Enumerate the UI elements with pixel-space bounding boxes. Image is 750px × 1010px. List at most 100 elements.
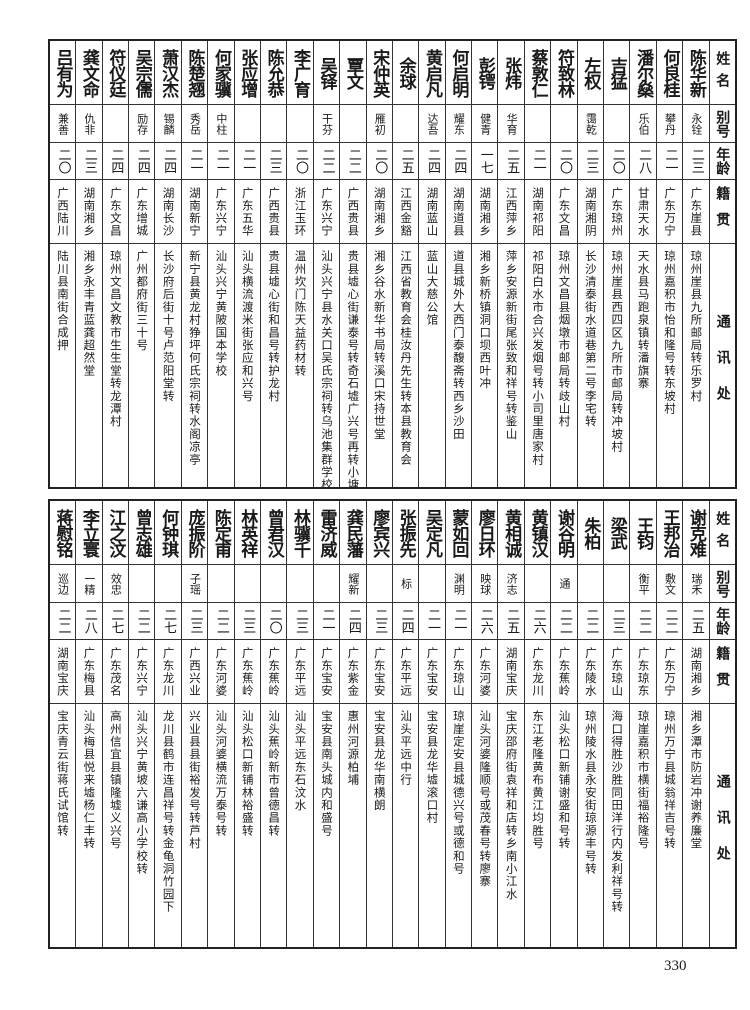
address-cell: 汕头松口新铺林裕盛转	[235, 704, 260, 947]
age-text: 二一	[425, 608, 440, 634]
age-cell: 一七	[472, 143, 498, 180]
name-cell: 左权	[577, 41, 604, 105]
origin-cell: 浙江玉环	[287, 180, 313, 244]
age-text: 二三	[293, 608, 309, 634]
name-text: 龚民藩	[342, 508, 363, 557]
address-text: 琼州万宁县城翁祥吉号转	[663, 710, 678, 850]
origin-cell: 广西贵县	[260, 180, 287, 244]
origin-text: 湖南湘阴	[583, 186, 598, 237]
person-column: 陈允恭 二三 广西贵县 贵县墟心街和昌号转护龙村	[259, 41, 287, 487]
origin-cell: 湖南道县	[445, 180, 472, 244]
alias-cell	[260, 565, 287, 603]
alias-text: 兼善	[56, 112, 70, 135]
name-text: 吴定凡	[422, 508, 442, 557]
origin-text: 广东平远	[399, 646, 414, 697]
age-text: 一七	[477, 148, 493, 174]
person-column: 吴定凡 二一 广东宝安 宝安县龙华墟滚口村	[418, 501, 445, 947]
name-cell: 林英祥	[234, 501, 260, 565]
age-text: 二六	[477, 608, 493, 634]
origin-cell: 广东蕉岭	[234, 640, 260, 704]
address-text: 蓝山大慈公馆	[425, 250, 440, 327]
name-text: 吕有为	[52, 48, 73, 97]
alias-text: 巡边	[56, 572, 70, 595]
name-text: 王钧	[633, 516, 654, 549]
address-cell: 琼州文昌文教市生生堂转龙潭村	[103, 244, 128, 487]
header-column: 姓名 别号 年龄 籍贯 通讯处	[708, 501, 735, 947]
address-text: 琼崖嘉积市横街福裕隆号	[636, 710, 651, 850]
header-column: 姓名 别号 年龄 籍贯 通讯处	[708, 41, 735, 487]
person-column: 雷济威 二一 广东宝安 宝安县南头城内和盛号	[312, 501, 340, 947]
age-cell: 二二	[313, 143, 340, 180]
person-column: 陈华新 永铨 二三 广东崖县 琼州崖县九所邮局转乐罗村	[682, 41, 709, 487]
header-name-text: 姓名	[714, 510, 731, 555]
age-cell: 二八	[630, 143, 656, 180]
address-text: 宝安县南头城内和盛号	[319, 710, 334, 837]
address-text: 陆川县南街合成押	[56, 250, 71, 352]
alias-cell: 霭乾	[577, 105, 604, 143]
origin-text: 广东紫金	[346, 646, 361, 697]
address-cell: 宝安县南头城内和盛号	[314, 704, 339, 947]
origin-cell: 广东梅县	[76, 640, 102, 704]
origin-cell: 广东崖县	[683, 180, 709, 244]
alias-cell	[551, 105, 577, 143]
origin-cell: 广东蕉岭	[551, 640, 577, 704]
name-text: 雷济威	[316, 508, 337, 557]
address-text: 贵县墟心街和昌号转护龙村	[267, 250, 282, 403]
age-cell: 二〇	[49, 143, 76, 180]
age-cell: 二二	[49, 603, 76, 640]
origin-text: 广东增城	[135, 186, 150, 237]
alias-cell: 华育	[498, 105, 524, 143]
origin-text: 广东蕉岭	[240, 646, 255, 697]
address-text: 长沙府后街十号卢范阳堂转	[161, 250, 176, 403]
header-address-text: 通讯处	[714, 774, 731, 882]
address-cell: 龙川县鹤市连昌祥号转金龟洞竹园下	[155, 704, 180, 947]
origin-cell: 广东琼山	[445, 640, 472, 704]
origin-text: 广东河婆	[214, 646, 229, 697]
header-address-cell: 通讯处	[710, 704, 735, 947]
age-cell: 二三	[260, 143, 287, 180]
name-text: 李广育	[290, 48, 311, 97]
address-cell: 贵县墟心街和昌号转护龙村	[261, 244, 286, 487]
origin-text: 广西陆川	[56, 186, 71, 237]
name-text: 吴铎	[316, 56, 337, 89]
header-origin-cell: 籍贯	[709, 180, 735, 244]
origin-text: 广东文昌	[557, 186, 572, 237]
address-text: 汕头松口新铺谢盛和号转	[557, 710, 572, 850]
origin-cell: 广东龙川	[155, 640, 181, 704]
alias-text: 攀丹	[663, 112, 677, 135]
person-column: 何启明 耀东 二四 湖南道县 道县城外大西门泰馥斋转西乡沙田	[444, 41, 472, 487]
name-cell: 廖宾兴	[366, 501, 392, 565]
origin-cell: 广东万宁	[656, 640, 683, 704]
origin-text: 广西贵县	[346, 186, 361, 237]
alias-cell	[604, 105, 630, 143]
origin-text: 广东宝安	[425, 646, 440, 697]
age-cell: 二八	[76, 603, 102, 640]
address-cell: 汕头平远中行	[393, 704, 418, 947]
origin-text: 广东河婆	[478, 646, 493, 697]
age-text: 二三	[583, 148, 599, 174]
address-text: 湘乡谷水新华书局转溪口宋持世堂	[372, 250, 387, 441]
name-text: 谢谷明	[553, 508, 574, 557]
origin-text: 广西贵县	[267, 186, 282, 237]
address-text: 道县城外大西门泰馥斋转西乡沙田	[451, 250, 466, 441]
person-column: 彭锷 健青 一七 湖南湘乡 湘乡新桥镇洞口坝西叶冲	[471, 41, 498, 487]
alias-cell	[392, 105, 419, 143]
age-text: 二〇	[609, 148, 625, 174]
age-text: 二二	[556, 608, 572, 634]
name-text: 张应增	[237, 48, 258, 97]
origin-text: 湖南湘乡	[478, 186, 493, 237]
name-cell: 陈华新	[683, 41, 709, 105]
alias-cell	[287, 565, 313, 603]
alias-cell	[419, 565, 445, 603]
alias-cell: 瑞禾	[683, 565, 709, 603]
age-text: 二〇	[372, 148, 388, 174]
age-text: 二六	[530, 608, 546, 634]
address-cell: 汕头兴宁黄陂国本学校	[208, 244, 233, 487]
age-text: 二一	[451, 608, 467, 634]
origin-cell: 湖南宝庆	[498, 640, 524, 704]
name-text: 梁武	[606, 516, 627, 549]
address-text: 汕头河婆隆顺号或茂春号转廖寨	[478, 710, 493, 888]
origin-text: 广东宝安	[319, 646, 334, 697]
age-text: 二三	[81, 148, 97, 174]
origin-cell: 湖南湘乡	[76, 180, 102, 244]
